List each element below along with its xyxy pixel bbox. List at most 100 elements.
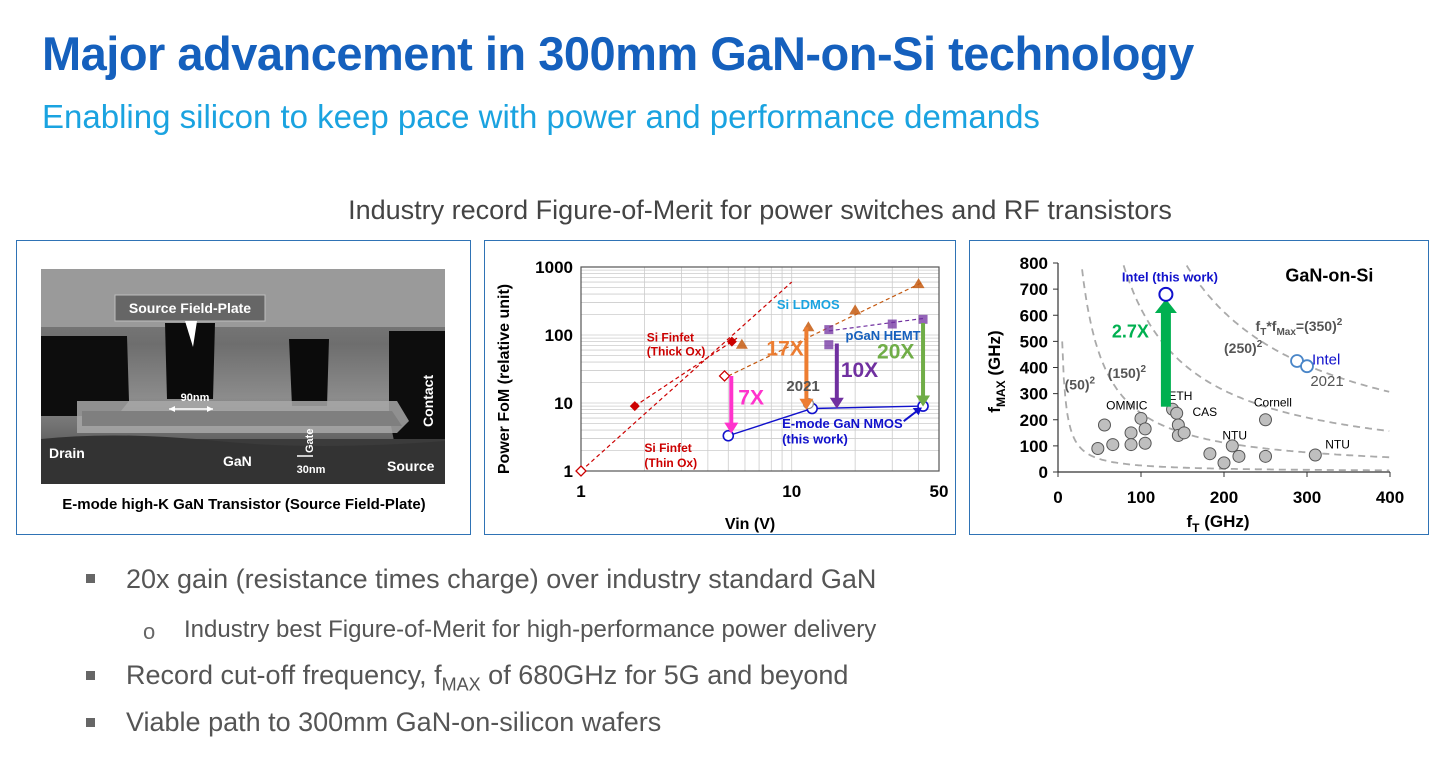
bullet-3: Viable path to 300mm GaN-on-silicon wafe… (126, 707, 662, 737)
fom-arrow-head (724, 422, 739, 434)
tem-panel: Source Field-Plate 90nm Gate 30nm Contac… (16, 240, 471, 535)
rf-x-axis-label: fT (GHz) (1186, 512, 1249, 535)
rf-point-other (1203, 447, 1217, 461)
bullet-1-sub: Industry best Figure-of-Merit for high-p… (184, 616, 877, 643)
fom-point-si-thick (629, 401, 640, 412)
fom-point-si-thin (718, 370, 731, 382)
rf-y-axis-label-main: f (985, 407, 1004, 413)
rf-point-other (1138, 436, 1152, 450)
rf-x-axis-label-main: f (1186, 512, 1192, 531)
rf-y-tick-label: 0 (1039, 463, 1048, 482)
bullet-2-pre: Record cut-off frequency, f (126, 660, 442, 690)
tem-label-contact: Contact (420, 375, 436, 427)
fom-trend-thin (580, 281, 793, 472)
rf-point-other (1232, 449, 1246, 463)
rf-point-other (1217, 456, 1231, 470)
fom-point-pgan (887, 319, 897, 329)
rf-label-ntu2: NTU (1325, 437, 1350, 451)
fom-point-ldmos (912, 278, 925, 289)
fom-y-tick-label: 1 (564, 462, 573, 481)
bullet-marker (86, 574, 95, 583)
fom-trend-pgan (828, 317, 924, 332)
rf-point-other (1177, 426, 1191, 440)
fom-label-egan-2: (this work) (782, 431, 848, 446)
fom-point-pgan (824, 340, 834, 350)
rf-label-cornell: Cornell (1254, 396, 1292, 410)
sub-bullet-marker: o (143, 619, 156, 644)
rf-iso-sub1: T (1260, 327, 1266, 338)
rf-label-cas: CAS (1192, 405, 1217, 419)
fom-y-axis-label: Power FoM (relative unit) (496, 284, 513, 474)
rf-point-other (1106, 438, 1120, 452)
rf-point-other (1259, 449, 1272, 463)
rf-x-axis-label-sub: T (1192, 521, 1200, 535)
fom-label-thin-1: Si Finfet (644, 441, 691, 455)
rf-y-tick-label: 800 (1020, 254, 1048, 273)
fom-arrow-head (916, 395, 931, 407)
slide-subtitle: Enabling silicon to keep pace with power… (42, 98, 1040, 135)
fom-y-tick-label: 100 (545, 326, 573, 345)
slide-title: Major advancement in 300mm GaN-on-Si tec… (42, 27, 1194, 80)
fom-chart: 1 10 100 1000 1 10 50 Vin (V) Power FoM (relativ… (496, 258, 949, 533)
rf-y-axis-label: fMAX (GHz) (985, 330, 1008, 412)
fom-point-si-thin (575, 465, 587, 477)
fom-arrow-label-7x: 7X (738, 387, 764, 410)
fom-label-pgan: pGaN HEMT (846, 328, 921, 343)
fom-point-pgan (824, 325, 834, 335)
rf-x-tick-label: 400 (1376, 488, 1404, 507)
rf-label-intel-2021: Intel (1312, 351, 1340, 368)
fom-arrow-label-10x: 10X (841, 359, 878, 382)
rf-label-ntu1: NTU (1222, 428, 1247, 442)
rf-point-other (1308, 448, 1322, 462)
fom-point-ldmos (849, 304, 862, 315)
rf-x-tick-label: 300 (1293, 488, 1321, 507)
rf-y-tick-label: 500 (1020, 332, 1048, 351)
rf-point-intel-2021 (1300, 359, 1314, 374)
rf-y-axis-label-sub: MAX (994, 380, 1008, 407)
rf-iso-sup: 2 (1337, 317, 1343, 328)
rf-iso-label: (250)2 (1224, 339, 1263, 356)
rf-iso-label-sup: 2 (1257, 339, 1263, 350)
bullet-2-post: of 680GHz for 5G and beyond (480, 660, 849, 690)
rf-y-tick-label: 200 (1020, 411, 1048, 430)
rf-iso-curve (1081, 269, 1390, 459)
rf-point-other (1259, 413, 1272, 427)
fom-y-tick-label: 1000 (535, 258, 573, 277)
rf-y-tick-label: 600 (1020, 306, 1048, 325)
rf-iso-label: (50)2 (1065, 376, 1096, 393)
rf-point-intel-this-work (1158, 286, 1174, 302)
rf-label-eth: ETH (1168, 389, 1192, 403)
record-heading: Industry record Figure-of-Merit for powe… (348, 195, 1172, 225)
rf-iso-label-sup: 2 (1140, 364, 1146, 375)
rf-chart-title: GaN-on-Si (1285, 265, 1373, 285)
fom-x-tick-label: 50 (930, 482, 949, 501)
fom-point-pgan (918, 314, 928, 324)
rf-point-other (1124, 426, 1138, 440)
rf-point-other (1138, 422, 1152, 436)
tem-label-source-field-plate: Source Field-Plate (129, 300, 251, 316)
rf-label-ommic: OMMIC (1106, 398, 1148, 412)
rf-iso-post: =(350) (1296, 318, 1337, 334)
fom-y-tick-label: 10 (554, 394, 573, 413)
rf-iso-label: (150)2 (1108, 364, 1147, 381)
fom-label-thick-2: (Thick Ox) (647, 344, 706, 358)
fom-x-tick-label: 1 (576, 482, 585, 501)
fom-point-ldmos (735, 338, 748, 349)
rf-point-other (1225, 439, 1239, 453)
rf-y-tick-label: 100 (1020, 437, 1048, 456)
tem-caption: E-mode high-K GaN Transistor (Source Fie… (62, 496, 425, 513)
fom-arrow-label-17x: 17X (766, 337, 803, 360)
fom-point-egan (722, 429, 735, 442)
rf-point-other (1124, 438, 1138, 452)
rf-iso-f: f (1256, 318, 1261, 334)
rf-iso-mid: *f (1266, 318, 1276, 334)
rf-y-tick-label: 400 (1020, 359, 1048, 378)
rf-point-other (1091, 441, 1105, 455)
rf-y-tick-label: 300 (1020, 385, 1048, 404)
bullet-2-sub: MAX (441, 674, 481, 695)
fom-arrow-head (799, 398, 814, 410)
rf-x-tick-label: 200 (1210, 488, 1238, 507)
bullet-marker (86, 671, 95, 680)
fom-panel: 1 10 100 1000 1 10 50 Vin (V) Power FoM (relativ… (484, 240, 956, 535)
